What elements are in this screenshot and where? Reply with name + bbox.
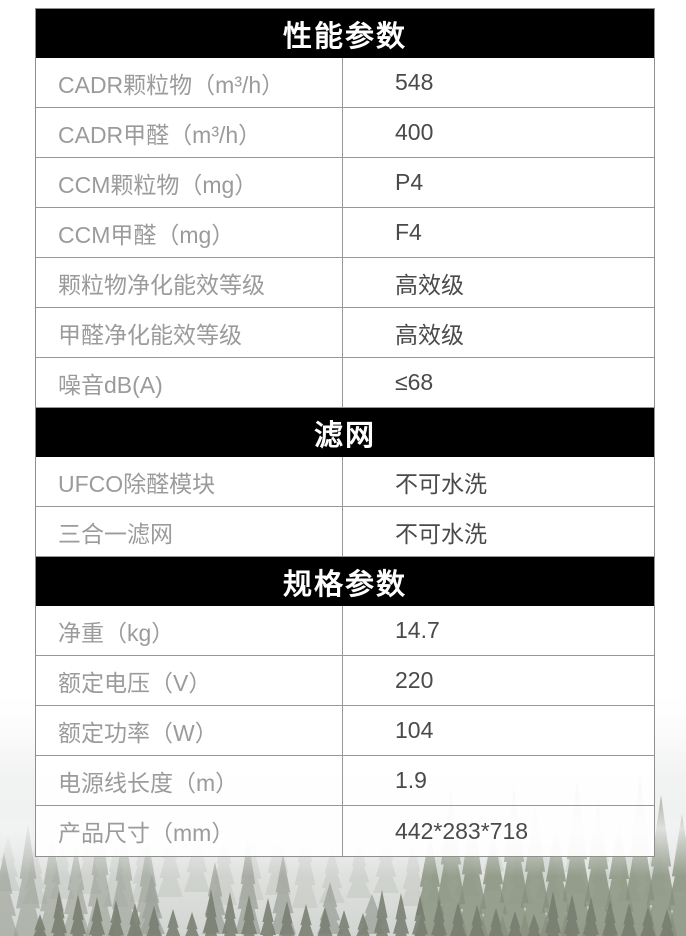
spec-value: 高效级 [395,271,464,298]
section-header: 规格参数 [36,557,654,606]
spec-value: ≤68 [395,369,434,395]
spec-value: 104 [395,717,434,743]
spec-value: P4 [395,169,424,195]
spec-row: 颗粒物净化能效等级 高效级 [36,258,654,308]
spec-label: 甲醛净化能效等级 [36,308,343,357]
spec-label: CCM甲醛（mg） [36,208,343,257]
spec-value: 220 [395,667,434,693]
spec-label: 电源线长度（m） [36,756,343,805]
spec-row: 额定电压（V） 220 [36,656,654,706]
spec-row: CCM甲醛（mg） F4 [36,208,654,258]
spec-value: 高效级 [395,321,464,348]
spec-label: CADR颗粒物（m³/h） [36,58,343,107]
spec-value: F4 [395,219,422,245]
spec-row: CADR甲醛（m³/h） 400 [36,108,654,158]
spec-value: 不可水洗 [395,470,487,497]
spec-label: 额定功率（W） [36,706,343,755]
spec-label: UFCO除醛模块 [36,457,343,506]
spec-value: 400 [395,119,434,145]
spec-value: 14.7 [395,617,440,643]
section-header: 滤网 [36,408,654,457]
spec-label: CCM颗粒物（mg） [36,158,343,207]
spec-row: CCM颗粒物（mg） P4 [36,158,654,208]
spec-label: 额定电压（V） [36,656,343,705]
spec-row: 净重（kg） 14.7 [36,606,654,656]
spec-label: 颗粒物净化能效等级 [36,258,343,307]
spec-value: 442*283*718 [395,817,529,844]
spec-value: 1.9 [395,767,427,793]
spec-table: 性能参数 CADR颗粒物（m³/h） 548 CADR甲醛（m³/h） 400 CCM颗粒… [35,8,655,857]
spec-label: 净重（kg） [36,606,343,655]
spec-row: 电源线长度（m） 1.9 [36,756,654,806]
spec-row: 噪音dB(A) ≤68 [36,358,654,408]
spec-row: UFCO除醛模块 不可水洗 [36,457,654,507]
spec-label: 三合一滤网 [36,507,343,556]
spec-row: 三合一滤网 不可水洗 [36,507,654,557]
spec-row: CADR颗粒物（m³/h） 548 [36,58,654,108]
spec-label: CADR甲醛（m³/h） [36,108,343,157]
spec-value: 不可水洗 [395,520,487,547]
section-header: 性能参数 [36,9,654,58]
spec-row: 甲醛净化能效等级 高效级 [36,308,654,358]
spec-label: 产品尺寸（mm） [36,806,343,856]
spec-row: 产品尺寸（mm） 442*283*718 [36,806,654,856]
spec-row: 额定功率（W） 104 [36,706,654,756]
spec-value: 548 [395,69,434,95]
spec-label: 噪音dB(A) [36,358,343,407]
